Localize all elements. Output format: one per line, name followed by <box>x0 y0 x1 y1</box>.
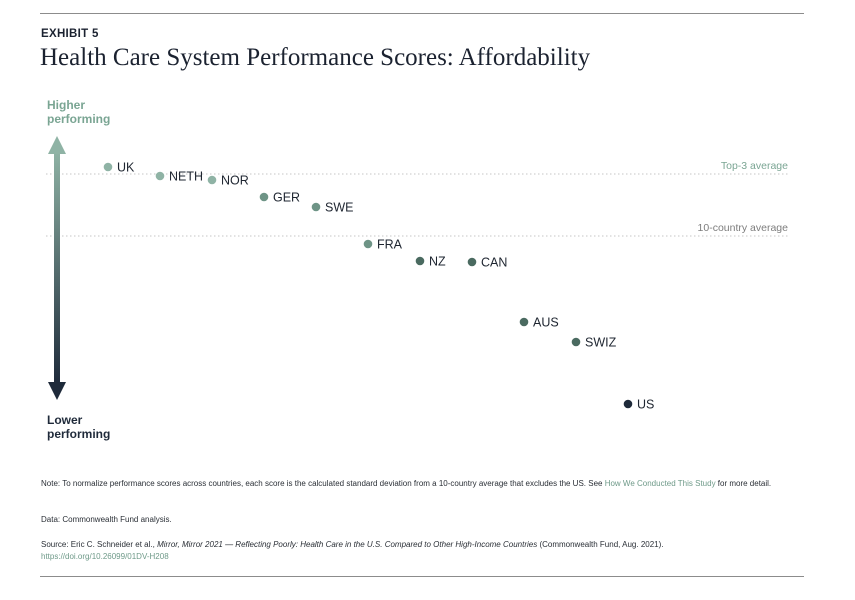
methodology-link[interactable]: How We Conducted This Study <box>604 479 716 488</box>
data-label-fra: FRA <box>377 238 403 252</box>
data-label-nz: NZ <box>429 255 446 269</box>
data-label-uk: UK <box>117 161 135 175</box>
reference-line-label-1: 10-country average <box>698 222 789 234</box>
data-point-nz <box>415 256 425 266</box>
higher-label-line2: performing <box>47 112 111 126</box>
data-point-can <box>467 257 477 267</box>
data-label-neth: NETH <box>169 170 203 184</box>
note-text: Note: To normalize performance scores ac… <box>41 478 801 490</box>
source-prefix: Source: Eric C. Schneider et al., <box>41 540 158 549</box>
data-source-text: Data: Commonwealth Fund analysis. <box>41 515 172 524</box>
higher-performing-label: Higher performing <box>47 98 110 126</box>
data-point-fra <box>363 239 373 249</box>
lower-label-line2: performing <box>47 427 111 441</box>
exhibit-label: EXHIBIT 5 <box>41 28 99 40</box>
lower-label-line1: Lower <box>47 413 83 427</box>
chart-title: Health Care System Performance Scores: A… <box>40 44 591 71</box>
higher-label-line1: Higher <box>47 98 86 112</box>
data-point-swe <box>311 202 321 212</box>
data-label-can: CAN <box>481 256 507 270</box>
data-point-neth <box>155 171 165 181</box>
data-label-nor: NOR <box>221 174 249 188</box>
data-label-swe: SWE <box>325 201 353 215</box>
data-label-us: US <box>637 398 654 412</box>
performance-arrow <box>48 136 66 400</box>
data-point-uk <box>103 162 113 172</box>
data-point-ger <box>259 192 269 202</box>
reference-line-label-0: Top-3 average <box>721 160 788 172</box>
lower-performing-label: Lower performing <box>47 413 110 441</box>
top-rule <box>40 13 804 14</box>
source-title: Mirror, Mirror 2021 — Reflecting Poorly:… <box>157 540 538 549</box>
arrow-shaft <box>54 150 60 384</box>
source-citation: Source: Eric C. Schneider et al., Mirror… <box>41 539 801 563</box>
bottom-rule <box>40 576 804 577</box>
note-body: Note: To normalize performance scores ac… <box>41 479 605 488</box>
data-label-ger: GER <box>273 191 300 205</box>
note-end: for more detail. <box>715 479 772 488</box>
data-point-us <box>623 399 633 409</box>
data-point-nor <box>207 175 217 185</box>
data-point-swiz <box>571 337 581 347</box>
arrow-head-up-icon <box>48 136 66 154</box>
data-label-aus: AUS <box>533 316 559 330</box>
arrow-head-down-icon <box>48 382 66 400</box>
doi-link[interactable]: https://doi.org/10.26099/01DV-H208 <box>41 552 169 561</box>
data-point-aus <box>519 317 529 327</box>
data-label-swiz: SWIZ <box>585 336 617 350</box>
source-suffix: (Commonwealth Fund, Aug. 2021). <box>537 540 664 549</box>
